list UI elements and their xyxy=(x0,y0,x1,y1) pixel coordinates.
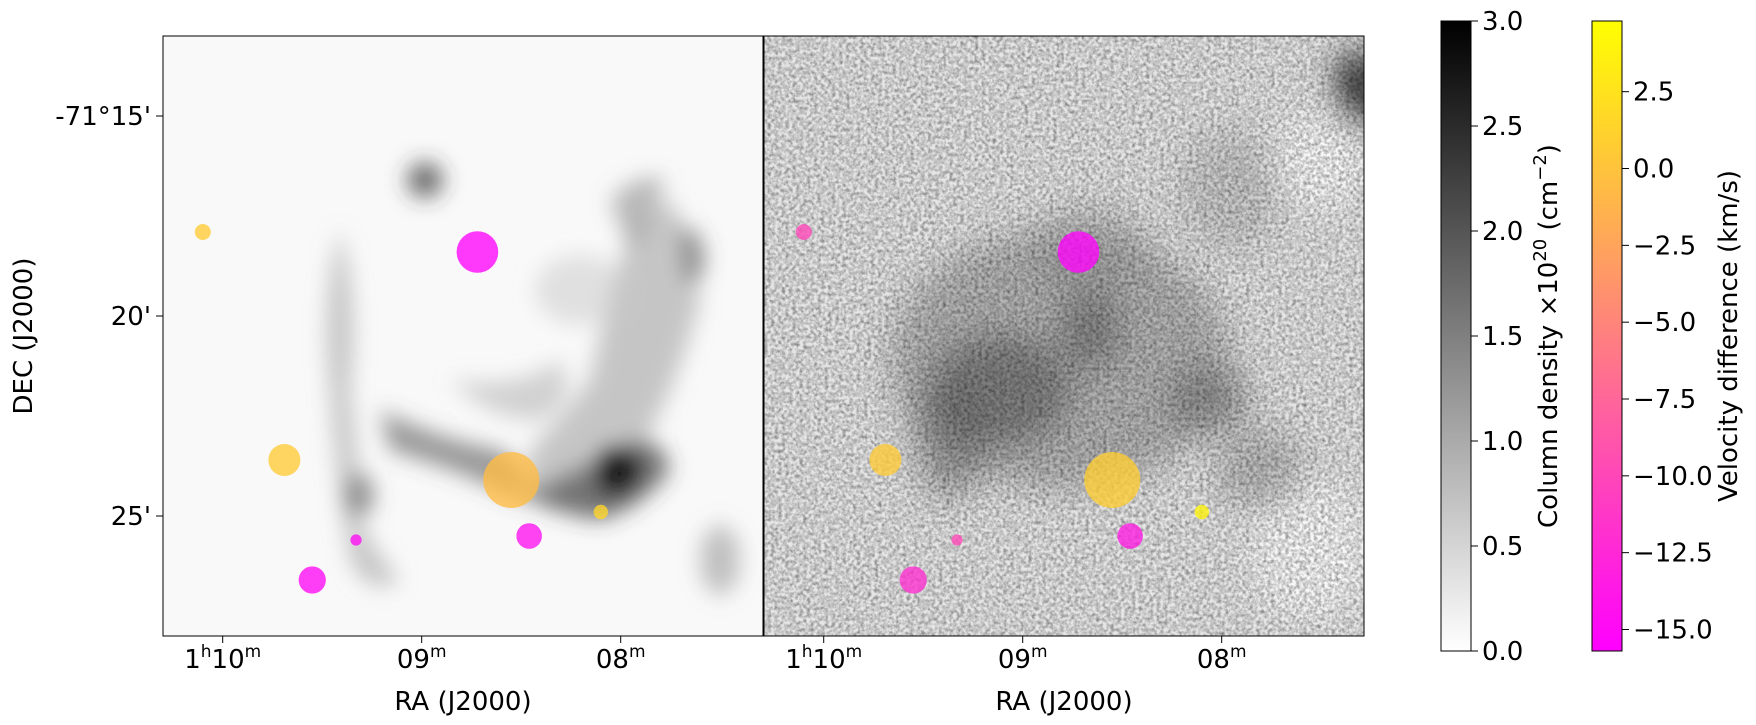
marker-right-2 xyxy=(869,444,902,476)
right-panel xyxy=(764,36,1364,636)
colorbar-density-tick-label: 1.5 xyxy=(1482,322,1523,352)
colorbar-velocity-tick-label: −10.0 xyxy=(1633,462,1713,492)
right-panel-frame xyxy=(763,35,1365,637)
marker-right-6 xyxy=(1117,523,1143,549)
colorbar-velocity-tick-label: −15.0 xyxy=(1633,615,1713,645)
colorbar-velocity-label: Velocity difference (km/s) xyxy=(1714,170,1744,502)
colorbar-density-tick-label: 2.5 xyxy=(1482,112,1523,142)
marker-right-7 xyxy=(899,566,927,594)
colorbar-density-tick-label: 0.0 xyxy=(1482,637,1523,667)
marker-left-4 xyxy=(593,504,608,520)
marker-right-4 xyxy=(1194,504,1210,520)
marker-right-1 xyxy=(1057,231,1100,273)
marker-right-5 xyxy=(951,534,963,546)
x-tick-label: 08m xyxy=(1197,642,1247,675)
marker-left-6 xyxy=(516,523,542,549)
colorbar-density-tick-label: 3.0 xyxy=(1482,7,1523,37)
markers-left xyxy=(194,224,608,594)
colorbar-velocity-tick-label: −7.5 xyxy=(1633,385,1696,415)
y-axis-label: DEC (J2000) xyxy=(9,258,39,415)
colorbar-density-ticks: 0.0 0.5 1.0 1.5 2.0 2.5 3.0 xyxy=(1471,7,1523,667)
colorbar-density-tick-label: 0.5 xyxy=(1482,532,1523,562)
colorbar-velocity-tick-label: −5.0 xyxy=(1633,308,1696,338)
colorbar-velocity-gradient xyxy=(1591,20,1623,652)
x-axis-label-right: RA (J2000) xyxy=(995,687,1132,717)
colorbar-density-label: Column density ×1020 (cm−2) xyxy=(1530,144,1564,528)
colorbar-velocity-tick-label: 0.0 xyxy=(1633,155,1674,185)
left-panel-frame xyxy=(162,35,764,637)
colorbar-velocity-ticks: −15.0 −12.5 −10.0 −7.5 −5.0 −2.5 0.0 2.5 xyxy=(1622,78,1713,645)
marker-right-3 xyxy=(1084,452,1141,508)
x-tick-label: 08m xyxy=(596,642,646,675)
marker-left-0 xyxy=(194,224,211,240)
y-tick-label: 20' xyxy=(111,302,151,332)
colorbar-density-tick-label: 2.0 xyxy=(1482,217,1523,247)
y-tick-label: -71°15' xyxy=(55,102,151,132)
marker-left-7 xyxy=(298,566,326,594)
marker-right-0 xyxy=(795,224,812,240)
colorbar-density-tick-label: 1.0 xyxy=(1482,427,1523,457)
colorbar-velocity-tick-label: −2.5 xyxy=(1633,231,1696,261)
x-tick-label: 1h10m xyxy=(785,642,862,675)
x-tick-label: 09m xyxy=(998,642,1048,675)
marker-left-1 xyxy=(456,231,499,273)
axes-layer: 1h10m 09m 08m 1h10m 09m 08m -71°15' 20' 25' xyxy=(55,102,1246,675)
colorbar-density: 0.0 0.5 1.0 1.5 2.0 2.5 3.0 Column density ×10… xyxy=(1440,7,1564,667)
right-noise-texture xyxy=(764,36,1364,636)
left-panel xyxy=(163,36,763,636)
x-axis-label-left: RA (J2000) xyxy=(394,687,531,717)
marker-left-2 xyxy=(268,444,301,476)
marker-left-5 xyxy=(350,534,362,546)
x-tick-label: 1h10m xyxy=(184,642,261,675)
colorbar-velocity-tick-label: −12.5 xyxy=(1633,539,1713,569)
markers-layer xyxy=(194,224,1210,594)
colorbar-velocity: −15.0 −12.5 −10.0 −7.5 −5.0 −2.5 0.0 2.5 Veloci… xyxy=(1591,20,1744,652)
colorbar-velocity-tick-label: 2.5 xyxy=(1633,78,1674,108)
marker-left-3 xyxy=(483,452,540,508)
x-tick-label: 09m xyxy=(397,642,447,675)
y-tick-label: 25' xyxy=(111,502,151,532)
colorbar-density-gradient xyxy=(1440,20,1472,652)
markers-right xyxy=(795,224,1210,594)
left-density-image xyxy=(326,162,740,595)
